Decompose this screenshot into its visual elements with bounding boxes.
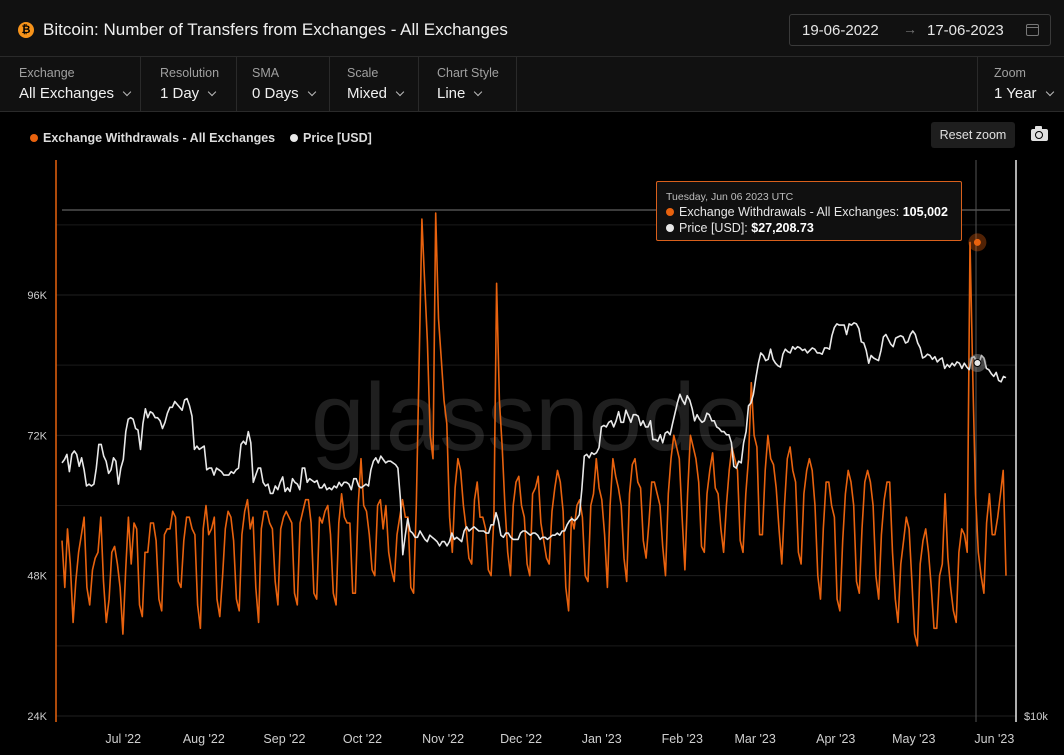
chevron-down-icon — [474, 87, 483, 97]
y-axis-ticks: 24K 48K 72K 96K — [27, 290, 47, 723]
tooltip-dot-withdrawals — [666, 208, 674, 216]
tooltip-value-price: $27,208.73 — [751, 221, 814, 235]
x-tick-label: Apr '23 — [816, 732, 855, 746]
chart-style-value[interactable]: Line — [437, 85, 466, 102]
resolution-value[interactable]: 1 Day — [160, 85, 200, 102]
x-tick-label: Jun '23 — [974, 732, 1014, 746]
header-bar: ₿ Bitcoin: Number of Transfers from Exch… — [0, 0, 1064, 57]
chevron-down-icon — [395, 87, 405, 97]
sma-label: SMA — [252, 66, 280, 80]
legend-item-withdrawals[interactable]: Exchange Withdrawals - All Exchanges — [30, 131, 275, 145]
tooltip-date: Tuesday, Jun 06 2023 UTC — [666, 191, 794, 203]
resolution-select[interactable]: Resolution 1 Day — [141, 57, 237, 111]
tooltip-row-price: Price [USD]: $27,208.73 — [666, 220, 961, 236]
x-axis-ticks: Jul '22 Aug '22 Sep '22 Oct '22 Nov '22 Dec '… — [105, 732, 1014, 746]
y-left-tick-label: 48K — [27, 571, 47, 583]
series-line-withdrawals — [61, 212, 1007, 647]
tooltip-label-withdrawals: Exchange Withdrawals - All Exchanges: — [679, 205, 900, 219]
x-tick-label: Jul '22 — [105, 732, 141, 746]
legend-dot-price — [290, 134, 298, 142]
calendar-icon[interactable] — [1026, 24, 1039, 36]
tooltip-value-withdrawals: 105,002 — [902, 205, 948, 219]
exchange-label: Exchange — [19, 66, 75, 80]
x-tick-label: Oct '22 — [343, 732, 382, 746]
camera-icon[interactable] — [1031, 126, 1048, 141]
x-tick-label: Jan '23 — [582, 732, 622, 746]
chart-tooltip: Tuesday, Jun 06 2023 UTC Exchange Withdr… — [656, 181, 962, 241]
chevron-down-icon — [122, 87, 132, 97]
bitcoin-icon: ₿ — [18, 22, 34, 38]
x-tick-label: Mar '23 — [734, 732, 775, 746]
tooltip-row-withdrawals: Exchange Withdrawals - All Exchanges: 10… — [666, 204, 961, 220]
y-left-tick-label: 96K — [27, 290, 47, 302]
legend-dot-withdrawals — [30, 134, 38, 142]
date-start-input[interactable]: 19-06-2022 — [802, 22, 879, 39]
chevron-down-icon — [307, 87, 316, 97]
hover-marker-withdrawals — [973, 238, 981, 246]
series-line-price — [61, 322, 1007, 556]
arrow-right-icon: → — [903, 21, 917, 37]
hover-marker-price — [973, 359, 982, 368]
watermark-text: glassnode — [311, 364, 749, 471]
x-tick-label: May '23 — [892, 732, 935, 746]
zoom-label: Zoom — [994, 66, 1026, 80]
reset-zoom-button[interactable]: Reset zoom — [931, 122, 1015, 148]
chart-style-label: Chart Style — [437, 66, 499, 80]
zoom-value[interactable]: 1 Year — [994, 85, 1037, 102]
tooltip-dot-price — [666, 224, 674, 232]
date-end-input[interactable]: 17-06-2023 — [927, 22, 1004, 39]
x-tick-label: Feb '23 — [662, 732, 703, 746]
resolution-label: Resolution — [160, 66, 220, 80]
exchange-select[interactable]: Exchange All Exchanges — [0, 57, 141, 111]
tooltip-label-price: Price [USD]: — [679, 221, 748, 235]
y-left-tick-label: 72K — [27, 430, 47, 442]
chevron-down-icon — [207, 87, 217, 97]
legend-label-price: Price [USD] — [303, 131, 372, 145]
x-tick-label: Aug '22 — [183, 732, 225, 746]
scale-label: Scale — [347, 66, 379, 80]
x-tick-label: Sep '22 — [263, 732, 305, 746]
y-right-tick-label: $10k — [1024, 711, 1048, 723]
scale-select[interactable]: Scale Mixed — [330, 57, 419, 111]
legend-label-withdrawals: Exchange Withdrawals - All Exchanges — [43, 131, 276, 145]
sma-value[interactable]: 0 Days — [252, 85, 299, 102]
x-tick-label: Nov '22 — [422, 732, 464, 746]
y-left-tick-label: 24K — [27, 711, 47, 723]
controls-bar: Exchange All Exchanges Resolution 1 Day … — [0, 57, 1064, 112]
legend-item-price[interactable]: Price [USD] — [290, 131, 372, 145]
chart-style-select[interactable]: Chart Style Line — [419, 57, 517, 111]
chart-plot-area[interactable]: glassnode 24K 48K 72K 96K Jul '22 Aug '22 Sep… — [0, 150, 1064, 755]
chart-title: Bitcoin: Number of Transfers from Exchan… — [43, 20, 508, 39]
scale-value[interactable]: Mixed — [347, 85, 388, 102]
zoom-select[interactable]: Zoom 1 Year — [977, 57, 1064, 111]
exchange-value[interactable]: All Exchanges — [19, 85, 115, 102]
x-tick-label: Dec '22 — [500, 732, 542, 746]
chevron-down-icon — [1045, 87, 1054, 97]
date-range-picker[interactable]: 19-06-2022 → 17-06-2023 — [789, 14, 1051, 46]
sma-select[interactable]: SMA 0 Days — [237, 57, 330, 111]
